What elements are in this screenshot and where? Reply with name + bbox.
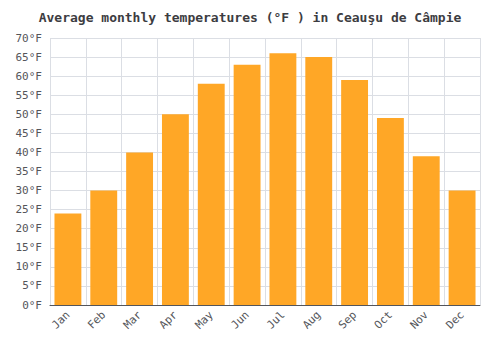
svg-text:May: May: [193, 308, 216, 331]
svg-text:Mar: Mar: [121, 308, 144, 331]
svg-text:15°F: 15°F: [16, 241, 43, 254]
svg-text:Feb: Feb: [85, 308, 108, 331]
svg-text:Nov: Nov: [408, 308, 431, 331]
svg-text:0°F: 0°F: [22, 299, 42, 312]
svg-text:Jan: Jan: [49, 308, 72, 331]
svg-text:35°F: 35°F: [16, 165, 43, 178]
svg-text:60°F: 60°F: [16, 70, 43, 83]
svg-text:Average monthly temperatures (: Average monthly temperatures (°F ) in Ce…: [39, 10, 462, 25]
svg-text:Apr: Apr: [157, 308, 180, 331]
svg-text:70°F: 70°F: [16, 32, 43, 45]
svg-text:Oct: Oct: [372, 308, 395, 331]
svg-text:30°F: 30°F: [16, 184, 43, 197]
svg-text:Jul: Jul: [264, 308, 287, 331]
svg-text:Sep: Sep: [336, 308, 359, 331]
svg-text:55°F: 55°F: [16, 89, 43, 102]
svg-text:Jun: Jun: [228, 308, 251, 331]
svg-text:10°F: 10°F: [16, 260, 43, 273]
svg-text:50°F: 50°F: [16, 108, 43, 121]
svg-text:Dec: Dec: [443, 308, 466, 331]
svg-text:25°F: 25°F: [16, 203, 43, 216]
svg-text:5°F: 5°F: [22, 279, 42, 292]
svg-text:65°F: 65°F: [16, 51, 43, 64]
svg-text:45°F: 45°F: [16, 127, 43, 140]
svg-text:40°F: 40°F: [16, 146, 43, 159]
svg-text:20°F: 20°F: [16, 222, 43, 235]
svg-text:Aug: Aug: [300, 308, 323, 331]
